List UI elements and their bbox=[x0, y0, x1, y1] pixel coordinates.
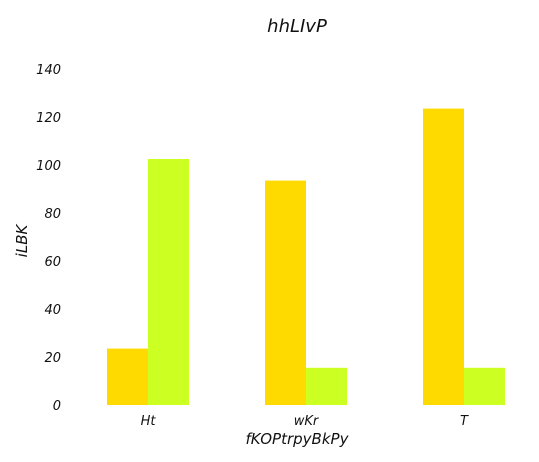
bar-wKr-series-2 bbox=[306, 367, 347, 405]
y-tick-label: 40 bbox=[44, 303, 61, 318]
bars bbox=[107, 108, 505, 405]
y-tick-label: 140 bbox=[36, 63, 61, 78]
bar-T-series-1 bbox=[423, 108, 464, 405]
y-tick-label: 0 bbox=[53, 399, 61, 414]
bar-Ht-series-2 bbox=[148, 159, 189, 405]
x-axis-ticks: Ht wKr T bbox=[141, 414, 469, 429]
x-tick-label: Ht bbox=[141, 414, 157, 429]
y-tick-label: 100 bbox=[36, 159, 61, 174]
y-axis-ticks: 0 20 40 60 80 100 120 140 bbox=[36, 63, 61, 414]
y-tick-label: 80 bbox=[44, 207, 61, 222]
y-axis-label: iLBK bbox=[13, 224, 31, 258]
x-tick-label: wKr bbox=[294, 414, 320, 429]
y-tick-label: 20 bbox=[44, 351, 61, 366]
bar-T-series-2 bbox=[464, 367, 505, 405]
bar-Ht-series-1 bbox=[107, 348, 148, 405]
x-axis-label: fKOPtrpyBkPy bbox=[246, 430, 350, 448]
y-tick-label: 60 bbox=[44, 255, 61, 270]
y-tick-label: 120 bbox=[36, 111, 61, 126]
bar-wKr-series-1 bbox=[265, 180, 306, 405]
chart-title: hhLIvP bbox=[267, 16, 327, 37]
x-tick-label: T bbox=[460, 414, 469, 429]
